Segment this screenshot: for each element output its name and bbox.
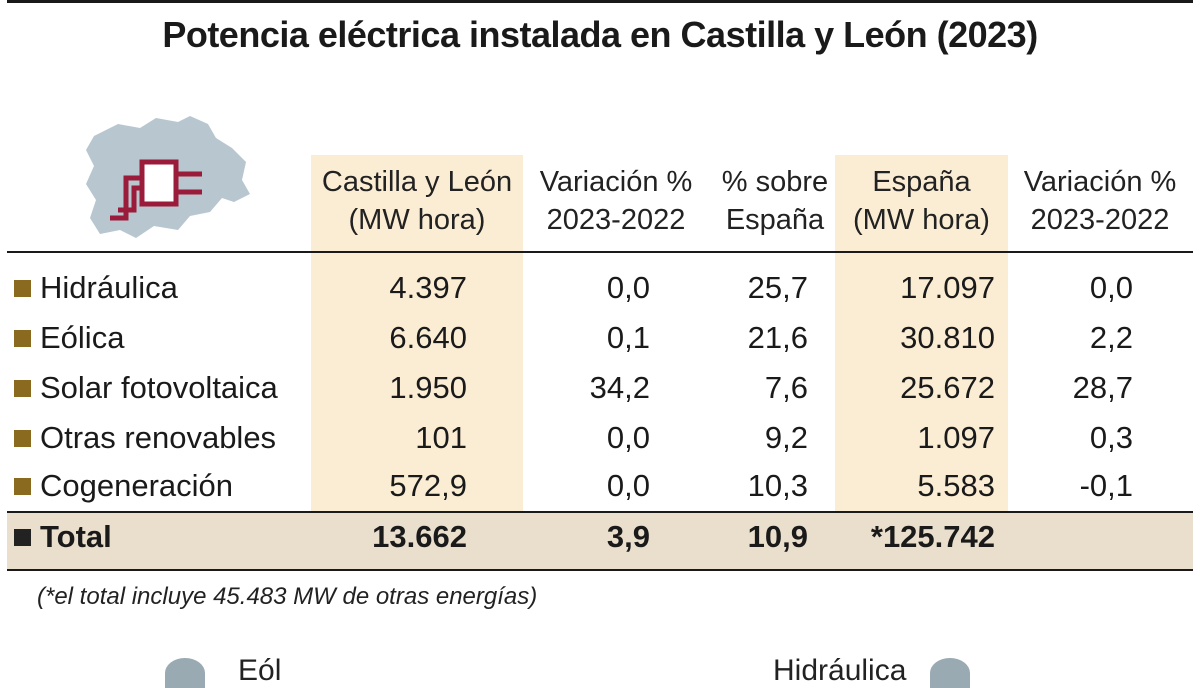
header-line: Variación % bbox=[539, 166, 693, 198]
value-variacion-cyl: 0,1 bbox=[606, 320, 650, 355]
row-label: Otras renovables bbox=[14, 418, 276, 458]
header-castilla-y-leon: Castilla y León (MW hora) bbox=[311, 163, 523, 239]
highlight-column-castilla bbox=[311, 155, 523, 512]
page-title: Potencia eléctrica instalada en Castilla… bbox=[162, 14, 1038, 55]
total-band bbox=[7, 513, 1193, 570]
bullet-icon bbox=[14, 379, 31, 397]
value-variacion-espana: -0,1 bbox=[1079, 468, 1133, 503]
value-variacion-espana: 2,2 bbox=[1089, 320, 1133, 355]
total-label: Total bbox=[14, 517, 112, 557]
row-label-text: Hidráulica bbox=[40, 270, 178, 305]
bullet-icon bbox=[14, 429, 31, 447]
dam-icon bbox=[930, 658, 970, 688]
row-label-text: Solar fotovoltaica bbox=[40, 370, 278, 405]
header-espana: España (MW hora) bbox=[835, 163, 1008, 239]
header-variacion-espana: Variación % 2023-2022 bbox=[1014, 163, 1186, 239]
bullet-icon bbox=[14, 329, 31, 347]
total-variacion-cyl: 3,9 bbox=[606, 519, 650, 554]
value-castilla: 6.640 bbox=[389, 320, 467, 355]
row-label: Hidráulica bbox=[14, 268, 178, 308]
bottom-label-eolica: Eól bbox=[238, 654, 282, 687]
row-label-text: Eólica bbox=[40, 320, 125, 355]
value-porcentaje: 10,3 bbox=[747, 468, 808, 503]
value-castilla: 101 bbox=[415, 420, 467, 455]
header-rule bbox=[7, 251, 1193, 253]
header-line: Castilla y León bbox=[321, 166, 513, 198]
header-porcentaje-espana: % sobre España bbox=[712, 163, 838, 239]
value-castilla: 1.950 bbox=[389, 370, 467, 405]
header-line: Variación % bbox=[1023, 166, 1177, 198]
bullet-icon bbox=[14, 528, 31, 546]
highlight-column-espana bbox=[835, 155, 1008, 512]
top-rule bbox=[7, 0, 1193, 3]
total-label-text: Total bbox=[40, 519, 112, 554]
value-espana: 30.810 bbox=[900, 320, 995, 355]
header-line: España bbox=[872, 166, 971, 198]
row-label: Cogeneración bbox=[14, 466, 233, 506]
total-castilla: 13.662 bbox=[372, 519, 467, 554]
row-label-text: Otras renovables bbox=[40, 420, 277, 455]
value-espana: 5.583 bbox=[917, 468, 995, 503]
value-variacion-espana: 28,7 bbox=[1072, 370, 1133, 405]
footnote: (*el total incluye 45.483 MW de otras en… bbox=[37, 583, 538, 610]
plug-icon bbox=[110, 159, 202, 221]
header-variacion-cyl: Variación % 2023-2022 bbox=[528, 163, 704, 239]
wind-turbine-icon bbox=[165, 658, 205, 688]
total-bottom-rule bbox=[7, 569, 1193, 571]
value-porcentaje: 21,6 bbox=[747, 320, 808, 355]
value-variacion-espana: 0,0 bbox=[1089, 270, 1133, 305]
value-porcentaje: 9,2 bbox=[764, 420, 808, 455]
value-porcentaje: 7,6 bbox=[764, 370, 808, 405]
value-variacion-cyl: 34,2 bbox=[589, 370, 650, 405]
value-espana: 1.097 bbox=[917, 420, 995, 455]
value-variacion-espana: 0,3 bbox=[1089, 420, 1133, 455]
header-line: España bbox=[725, 204, 825, 236]
value-variacion-cyl: 0,0 bbox=[606, 468, 650, 503]
bullet-icon bbox=[14, 279, 31, 297]
total-espana: *125.742 bbox=[870, 519, 995, 554]
value-espana: 25.672 bbox=[900, 370, 995, 405]
header-line: 2023-2022 bbox=[546, 204, 686, 236]
bottom-label-hidraulica: Hidráulica bbox=[773, 654, 907, 687]
bullet-icon bbox=[14, 477, 31, 495]
row-label: Eólica bbox=[14, 318, 124, 358]
castilla-y-leon-map-icon bbox=[86, 116, 250, 238]
row-label: Solar fotovoltaica bbox=[14, 368, 278, 408]
value-castilla: 572,9 bbox=[389, 468, 467, 503]
row-label-text: Cogeneración bbox=[40, 468, 234, 503]
total-porcentaje: 10,9 bbox=[747, 519, 808, 554]
value-espana: 17.097 bbox=[900, 270, 995, 305]
header-line: 2023-2022 bbox=[1030, 204, 1170, 236]
value-castilla: 4.397 bbox=[389, 270, 467, 305]
header-line: (MW hora) bbox=[853, 204, 990, 236]
header-line: % sobre bbox=[721, 166, 829, 198]
total-top-rule bbox=[7, 511, 1193, 513]
header-line: (MW hora) bbox=[348, 204, 486, 236]
value-porcentaje: 25,7 bbox=[747, 270, 808, 305]
value-variacion-cyl: 0,0 bbox=[606, 420, 650, 455]
value-variacion-cyl: 0,0 bbox=[606, 270, 650, 305]
